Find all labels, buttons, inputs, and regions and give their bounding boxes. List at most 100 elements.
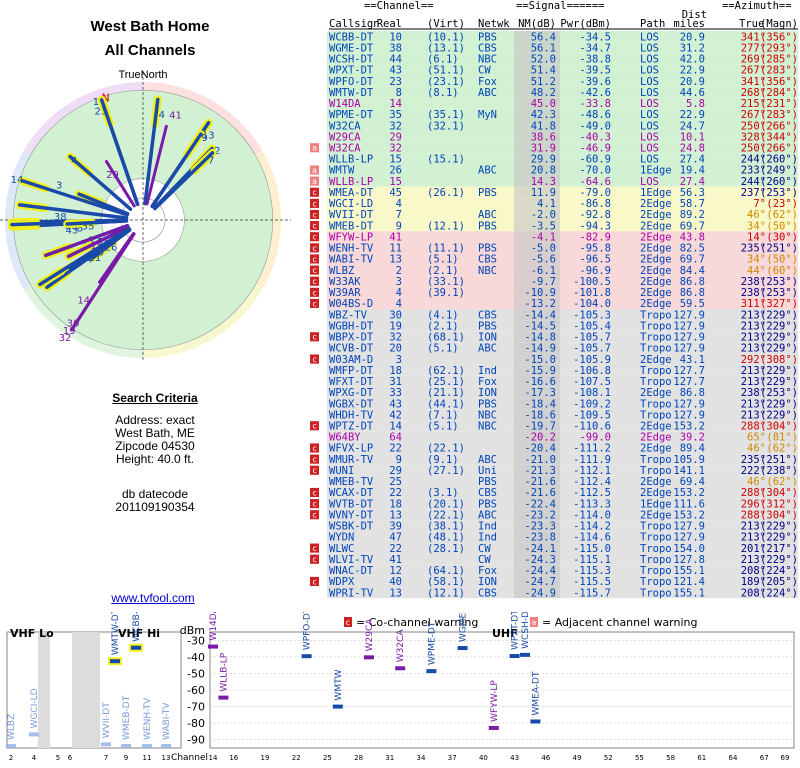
table-row[interactable]: WPRI-TV 13 (12.1) CBS -24.9 -115.7 Tropo 155.1 2… bbox=[327, 587, 798, 599]
spectrum-marker: WCBB-DT bbox=[129, 612, 143, 652]
marker-bar bbox=[530, 719, 541, 724]
co-warning-letter: c bbox=[346, 618, 350, 627]
table-row[interactable]: WYDN 47 (48.1) Ind -23.8 -114.6 Tropo 127.9 213°… bbox=[327, 531, 798, 544]
table-row[interactable]: c W03AM-D 3 -15.0 -105.9 2Edge 43.1 292°(308°) bbox=[310, 353, 798, 366]
cell-magnetic-azimuth: (253°) bbox=[760, 276, 798, 288]
table-row[interactable]: c WGCI-LD 4 4.1 -86.8 2Edge 58.7 7° (23°) bbox=[310, 197, 798, 210]
cell-magnetic-azimuth: (229°) bbox=[760, 409, 798, 421]
cell-true-azimuth: 238° bbox=[741, 287, 766, 299]
cell-network: PBS bbox=[478, 31, 497, 43]
table-row[interactable]: c WLWC 22 (28.1) CW -24.1 -115.0 Tropo 154.0 201°… bbox=[310, 542, 798, 555]
table-row[interactable]: W29CA 29 38.6 -40.3 LOS 10.1 328°(344°) bbox=[327, 131, 798, 143]
cell-distance: 24.8 bbox=[680, 143, 705, 155]
table-row[interactable]: c W04BS-D 4 -13.2 -104.0 2Edge 59.5 311°(327°) bbox=[310, 297, 798, 310]
table-row[interactable]: c WUNI 29 (27.1) Uni -21.3 -112.1 Tropo 141.1 222… bbox=[310, 464, 798, 477]
table-row[interactable]: WHDH-TV 42 (7.1) NBC -18.6 -109.5 Tropo 127.9 21… bbox=[327, 409, 798, 421]
website-link[interactable]: www.tvfool.com bbox=[111, 591, 195, 605]
table-row[interactable]: WBZ-TV 30 (4.1) CBS -14.4 -105.3 Tropo 127.9 213… bbox=[327, 309, 798, 321]
co-channel-warning-icon bbox=[344, 617, 352, 627]
cell-real: 41 bbox=[389, 554, 402, 566]
table-row[interactable]: c W39AR 4 (39.1) -10.9 -101.8 2Edge 86.8 238°(25… bbox=[310, 286, 798, 299]
table-row[interactable]: a WMTW 26 ABC 20.8 -70.0 1Edge 19.4 233°(249°) bbox=[310, 164, 798, 177]
table-row[interactable]: c WENH-TV 11 (11.1) PBS -5.0 -95.8 2Edge 82.5 235… bbox=[310, 242, 798, 255]
cell-magnetic-azimuth: (229°) bbox=[760, 554, 798, 566]
row-band bbox=[327, 431, 798, 443]
table-row[interactable]: a W32CA 32 31.9 -46.9 LOS 24.8 250°(266°) bbox=[310, 142, 798, 155]
table-row[interactable]: WPME-DT 35 (35.1) MyN 42.3 -48.6 LOS 22.9 267°(2… bbox=[327, 108, 798, 121]
table-row[interactable]: W14DA 14 45.0 -33.8 LOS 5.8 215°(231°) bbox=[327, 97, 798, 110]
cell-power: -96.5 bbox=[579, 254, 611, 266]
table-row[interactable]: WGBH-DT 19 (2.1) PBS -14.5 -105.4 Tropo 127.9 21… bbox=[327, 320, 798, 332]
table-row[interactable]: WNAC-DT 12 (64.1) Fox -24.4 -115.3 Tropo 155.1 2… bbox=[327, 564, 798, 577]
table-row[interactable]: W32CA 32 (32.1) 41.8 -49.0 LOS 24.7 250°(266°) bbox=[327, 119, 798, 132]
table-row[interactable]: c WPTZ-DT 14 (5.1) NBC -19.7 -110.6 2Edge 153.2 2… bbox=[310, 420, 798, 433]
cell-network: Fox bbox=[478, 376, 497, 388]
table-row[interactable]: WPXT-DT 43 (51.1) CW 51.4 -39.5 LOS 22.9 267°(28… bbox=[327, 64, 798, 77]
cell-nm: -19.7 bbox=[524, 421, 556, 433]
cell-power: -64.6 bbox=[579, 176, 611, 188]
table-row[interactable]: c WLVI-TV 41 CW -24.3 -115.1 Tropo 127.8 213°(22… bbox=[310, 553, 798, 566]
cell-magnetic-azimuth: (251°) bbox=[760, 243, 798, 255]
table-row[interactable]: c WVNY-DT 13 (22.1) ABC -23.2 -114.0 2Edge 153.2… bbox=[310, 509, 798, 521]
cell-real: 12 bbox=[389, 565, 402, 577]
warning-letter: c bbox=[312, 555, 317, 564]
table-row[interactable]: c WABI-TV 13 (5.1) CBS -5.6 -96.5 2Edge 69.7 34°(… bbox=[310, 253, 798, 266]
marker-bar bbox=[131, 645, 141, 650]
criteria-location: West Bath, ME bbox=[115, 426, 195, 440]
row-band bbox=[327, 208, 798, 221]
table-row[interactable]: WPFO-DT 23 (23.1) Fox 51.2 -39.6 LOS 20.9 341°(3… bbox=[327, 75, 798, 88]
table-row[interactable]: c WLBZ 2 (2.1) NBC -6.1 -96.9 2Edge 84.4 44° (60°) bbox=[310, 264, 798, 277]
cell-magnetic-azimuth: (50°) bbox=[766, 254, 798, 266]
table-row[interactable]: WMEB-TV 25 PBS -21.6 -112.4 2Edge 69.4 46° (62°) bbox=[327, 475, 798, 488]
table-row[interactable]: c W33AK 3 (33.1) -9.7 -100.5 2Edge 86.8 238°(253… bbox=[310, 275, 798, 288]
table-row[interactable]: WCVB-DT 20 (5.1) ABC -14.9 -105.7 Tropo 127.9 21… bbox=[327, 342, 798, 355]
table-row[interactable]: c WBPX-DT 32 (68.1) ION -14.8 -105.7 Tropo 127.9… bbox=[310, 331, 798, 344]
cell-virt: (26.1) bbox=[427, 187, 465, 199]
table-row[interactable]: WSBK-DT 39 (38.1) Ind -23.3 -114.2 Tropo 127.9 2… bbox=[327, 520, 798, 533]
table-row[interactable]: WPXG-DT 33 (21.1) ION -17.3 -108.1 2Edge 86.8 23… bbox=[327, 386, 798, 399]
table-row[interactable]: WLLB-LP 15 (15.1) 29.9 -60.9 LOS 27.4 244°(260°… bbox=[327, 153, 798, 166]
cell-callsign: WDPX bbox=[329, 576, 355, 588]
uhf-label: UHF bbox=[492, 627, 518, 640]
table-row[interactable]: WGME-DT 38 (13.1) CBS 56.1 -34.7 LOS 31.2 277°(2… bbox=[327, 42, 798, 54]
cell-nm: -15.0 bbox=[524, 354, 556, 366]
co-channel-legend: = Co-channel warning bbox=[356, 616, 478, 629]
table-row[interactable]: c WMUR-TV 9 (9.1) ABC -21.0 -111.9 Tropo 105.9 23… bbox=[310, 453, 798, 466]
cell-virt: (2.1) bbox=[427, 320, 459, 332]
cell-callsign: W14DA bbox=[329, 98, 361, 110]
cell-power: -110.6 bbox=[573, 421, 611, 433]
cell-true-azimuth: 208° bbox=[741, 565, 766, 577]
cell-true-azimuth: 267° bbox=[741, 109, 766, 121]
cell-distance: 39.2 bbox=[680, 432, 705, 444]
cell-true-azimuth: 215° bbox=[741, 98, 766, 110]
cell-network: CBS bbox=[478, 42, 497, 54]
table-row[interactable]: c WDPX 40 (58.1) ION -24.7 -115.5 Tropo 121.4 189… bbox=[310, 575, 798, 588]
table-row[interactable]: c WMEB-DT 9 (12.1) PBS -3.5 -94.3 2Edge 69.7 34°(… bbox=[310, 220, 798, 232]
cell-true-azimuth: 213° bbox=[741, 365, 766, 377]
cell-magnetic-azimuth: (266°) bbox=[760, 120, 798, 132]
cell-path: 2Edge bbox=[640, 354, 672, 366]
table-row[interactable]: W64BY 64 -20.2 -99.0 2Edge 39.2 65° (81°) bbox=[327, 431, 798, 444]
co-channel-warning-icon bbox=[310, 221, 319, 231]
row-band bbox=[327, 364, 798, 376]
table-row[interactable]: WFXT-DT 31 (25.1) Fox -16.6 -107.5 Tropo 127.7 2… bbox=[327, 375, 798, 388]
table-row[interactable]: WCSH-DT 44 (6.1) NBC 52.0 -38.8 LOS 42.0 269°(28… bbox=[327, 53, 798, 66]
cell-network: CBS bbox=[478, 309, 497, 321]
table-row[interactable]: c WFVX-LP 22 (22.1) -20.4 -111.2 2Edge 89.4 46°(… bbox=[310, 442, 798, 455]
spectrum-marker: W32CA bbox=[395, 629, 406, 671]
table-row[interactable]: c WMEA-DT 45 (26.1) PBS 11.9 -79.0 1Edge 56.3 237… bbox=[310, 186, 798, 199]
cell-magnetic-azimuth: (283°) bbox=[760, 65, 798, 77]
cell-power: -105.7 bbox=[573, 332, 611, 344]
table-row[interactable]: WMFP-DT 18 (62.1) Ind -15.9 -106.8 Tropo 127.7 2… bbox=[327, 364, 798, 377]
table-row[interactable]: c WVII-DT 7 ABC -2.0 -92.8 2Edge 89.2 46° (62°) bbox=[310, 208, 798, 221]
table-row[interactable]: WCBB-DT 10 (10.1) PBS 56.4 -34.5 LOS 20.9 341°(3… bbox=[327, 31, 798, 43]
spectrum-marker: WMTW bbox=[332, 669, 344, 709]
table-row[interactable]: WMTW-DT 8 (8.1) ABC 48.2 -42.6 LOS 44.6 268°(284… bbox=[327, 86, 798, 99]
table-row[interactable]: c WFYW-LP 41 -4.1 -82.9 2Edge 43.8 14° (30°) bbox=[310, 231, 798, 243]
table-row[interactable]: c WCAX-DT 22 (3.1) CBS -21.6 -112.5 2Edge 153.2 2… bbox=[310, 486, 798, 499]
table-row[interactable]: a WLLB-LP 15 14.3 -64.6 LOS 27.4 244°(260°) bbox=[310, 175, 798, 188]
table-row[interactable]: WGBX-DT 43 (44.1) PBS -18.4 -109.2 Tropo 127.9 2… bbox=[327, 397, 798, 410]
table-row[interactable]: c WVTB-DT 18 (20.1) PBS -22.4 -113.3 1Edge 111.6… bbox=[310, 498, 798, 510]
bearing-label: 2 bbox=[214, 146, 220, 157]
nm-column-shade bbox=[514, 142, 560, 154]
